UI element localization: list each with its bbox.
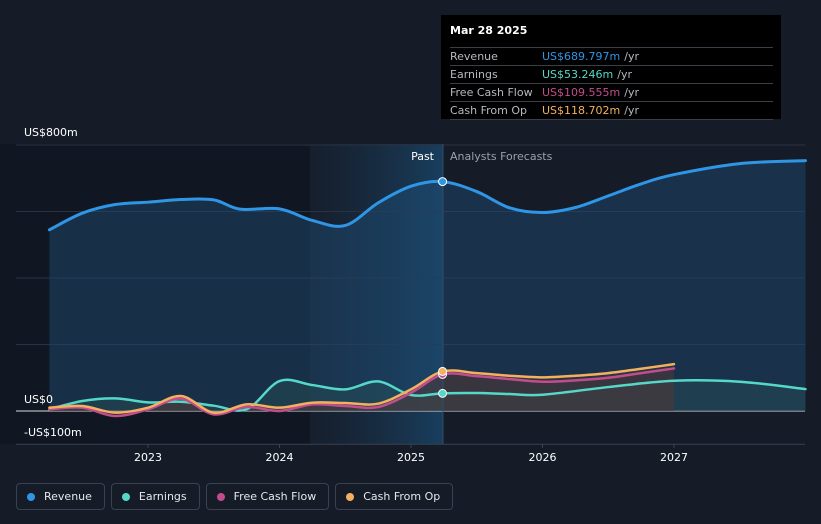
legend-item-free-cash-flow[interactable]: Free Cash Flow [205,483,330,510]
tooltip-label: Free Cash Flow [450,86,533,99]
past-highlight-band [310,144,443,444]
tooltip-label: Cash From Op [450,104,528,117]
tooltip-row-free-cash-flow: Free Cash Flow US$109.555m /yr [450,83,773,101]
series-line-free-cash-flow [48,367,676,418]
data-point-revenue [438,177,448,187]
x-tick-label: 2027 [660,451,688,464]
tooltip-value: US$53.246m [542,68,614,81]
x-tick-label: 2023 [134,451,162,464]
past-label: Past [411,150,435,163]
x-tick-label: 2026 [529,451,557,464]
x-tick-label: 2025 [397,451,425,464]
tooltip-unit: /yr [624,50,639,63]
tooltip-unit: /yr [617,68,632,81]
legend-item-cash-from-op[interactable]: Cash From Op [335,483,454,510]
tooltip-unit: /yr [624,104,639,117]
tooltip-unit: /yr [624,86,639,99]
y-label-max: US$800m [24,126,78,139]
legend: Revenue Earnings Free Cash Flow Cash Fro… [16,483,459,510]
series-line-revenue [47,159,807,232]
tooltip-value: US$109.555m [542,86,621,99]
legend-dot-icon [27,492,35,501]
past-background [0,144,310,444]
series-line-cash-from-op [48,362,676,414]
tooltip: Mar 28 2025 Revenue US$689.797m /yr Earn… [441,15,781,120]
tooltip-date: Mar 28 2025 [450,24,528,37]
y-label-zero: US$0 [24,393,53,406]
tooltip-label: Earnings [450,68,498,81]
tooltip-label: Revenue [450,50,498,63]
data-point-cash-from-op [438,366,448,376]
tooltip-value: US$118.702m [542,104,621,117]
legend-label: Earnings [138,490,187,503]
data-point-earnings [438,388,448,398]
series-line-earnings [48,378,807,412]
y-label-min: -US$100m [24,426,82,439]
tooltip-row-revenue: Revenue US$689.797m /yr [450,47,773,65]
tooltip-row-earnings: Earnings US$53.246m /yr [450,65,773,83]
area-cash-from-op [49,364,674,413]
legend-dot-icon [121,492,130,501]
legend-label: Revenue [44,490,92,503]
legend-dot-icon [346,492,355,501]
legend-item-earnings[interactable]: Earnings [110,483,200,510]
x-tick-label: 2024 [266,451,294,464]
tooltip-row-cash-from-op: Cash From Op US$118.702m /yr [450,101,773,120]
legend-item-revenue[interactable]: Revenue [16,483,105,510]
tooltip-value: US$689.797m [542,50,621,63]
legend-dot-icon [216,492,225,501]
forecast-label: Analysts Forecasts [450,150,553,163]
area-revenue [49,160,806,411]
legend-label: Free Cash Flow [233,490,317,503]
legend-label: Cash From Op [363,490,441,503]
